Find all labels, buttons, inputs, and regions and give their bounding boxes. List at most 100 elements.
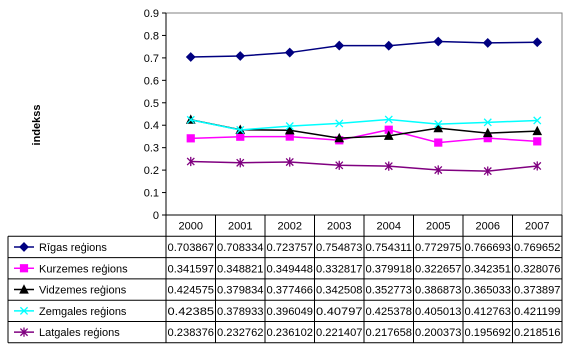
data-point [335, 160, 344, 170]
x-tick-label: 2001 [228, 221, 252, 233]
x-tick-label: 2007 [525, 221, 549, 233]
data-table-cell: 0.379918 [366, 263, 413, 275]
series-line [190, 160, 538, 172]
data-table-cell: 0.424575 [168, 285, 215, 297]
data-point [434, 120, 443, 129]
series-line [190, 128, 538, 144]
data-table-cell: 0.341597 [168, 263, 215, 275]
data-point [433, 122, 444, 133]
data-table-cell: 0.348821 [217, 263, 264, 275]
data-table-cell: 0.769652 [514, 242, 561, 254]
series-4 [186, 115, 542, 135]
data-table-cell: 0.772975 [415, 242, 462, 254]
data-table-cell: 0.386873 [415, 285, 462, 297]
data-table-cell: 0.236102 [267, 327, 314, 339]
data-point [284, 47, 295, 58]
y-axis-label: indekss [31, 105, 43, 146]
legend-series-name: Latgales reģions [39, 326, 120, 339]
y-tick-label: 0 [153, 210, 159, 222]
data-table-cell: 0.42385 [168, 306, 215, 318]
data-table-cell: 0.221407 [316, 327, 363, 339]
data-point [19, 327, 29, 337]
y-tick-label: 0.1 [144, 188, 159, 200]
legend-series-name: Kurzemes reģions [39, 262, 128, 275]
data-point [186, 115, 195, 124]
data-table-cell: 0.232762 [217, 327, 264, 339]
data-table-cell: 0.365033 [465, 285, 512, 297]
data-table-cell: 0.379834 [217, 285, 264, 297]
data-point [236, 158, 245, 168]
series-5 [186, 156, 542, 176]
y-tick-label: 0.3 [144, 143, 159, 155]
data-point [434, 138, 443, 147]
legend-series-name: Zemgales reģions [39, 305, 127, 318]
data-point [533, 161, 542, 171]
data-table-cell: 0.328076 [514, 263, 561, 275]
data-table-cell: 0.349448 [267, 263, 314, 275]
data-table-cell: 0.754873 [316, 242, 363, 254]
y-tick-label: 0.5 [144, 98, 159, 110]
data-point [236, 125, 245, 135]
y-tick-label: 0.6 [144, 75, 159, 87]
data-table-cell: 0.218516 [514, 327, 561, 339]
data-point [334, 40, 345, 51]
data-point [186, 134, 195, 143]
data-table-cell: 0.342508 [316, 285, 363, 297]
data-table-cell: 0.425378 [366, 306, 413, 318]
data-table-cell: 0.342351 [465, 263, 512, 275]
data-table-cell: 0.405013 [415, 306, 462, 318]
legend-series-name: Rīgas reģions [39, 241, 107, 254]
y-tick-label: 0.2 [144, 165, 159, 177]
data-point [185, 52, 196, 62]
data-point [532, 125, 543, 136]
data-point [19, 284, 29, 294]
x-tick-label: 2003 [327, 221, 351, 233]
data-table-cell: 0.40797 [316, 306, 363, 318]
data-point [384, 115, 393, 124]
data-point [482, 38, 493, 48]
y-tick-label: 0.8 [144, 30, 159, 42]
data-point [532, 37, 543, 48]
x-tick-label: 2002 [278, 221, 302, 233]
data-point [533, 116, 542, 125]
data-point [334, 132, 345, 143]
data-point [236, 132, 245, 141]
data-table-cell: 0.373897 [514, 285, 561, 297]
data-point [482, 127, 493, 138]
data-point [285, 122, 294, 131]
series-line [190, 118, 538, 131]
data-point [186, 156, 195, 167]
series-1 [185, 36, 543, 62]
data-table-cell: 0.217658 [366, 327, 413, 339]
data-table-cell: 0.200373 [415, 327, 462, 339]
data-point [19, 264, 29, 273]
data-point [433, 36, 444, 47]
data-table-cell: 0.723757 [267, 242, 314, 254]
data-point [19, 242, 29, 252]
data-table-cell: 0.766693 [465, 242, 512, 254]
legend-series-name: Vidzemes reģions [39, 284, 127, 297]
x-tick-label: 2005 [426, 221, 450, 233]
data-point [235, 51, 246, 61]
data-table-cell: 0.377466 [267, 285, 314, 297]
data-table-cell: 0.412763 [465, 306, 512, 318]
data-table-cell: 0.322657 [415, 263, 462, 275]
data-table-cell: 0.378933 [217, 306, 264, 318]
data-table-cell: 0.195692 [465, 327, 512, 339]
data-table-cell: 0.754311 [366, 242, 413, 254]
data-point [434, 165, 443, 175]
data-table-cell: 0.396049 [267, 306, 314, 318]
y-tick-label: 0.7 [144, 53, 159, 65]
data-point [383, 40, 394, 51]
data-point [335, 119, 344, 128]
data-point [483, 118, 492, 127]
data-table-cell: 0.421199 [514, 306, 561, 318]
data-point [284, 124, 295, 135]
y-tick-label: 0.9 [144, 8, 159, 20]
data-table-cell: 0.352773 [366, 285, 413, 297]
data-table-cell: 0.708334 [217, 242, 264, 254]
y-tick-label: 0.4 [144, 120, 159, 132]
data-point [483, 166, 492, 176]
data-table-cell: 0.703867 [168, 242, 215, 254]
